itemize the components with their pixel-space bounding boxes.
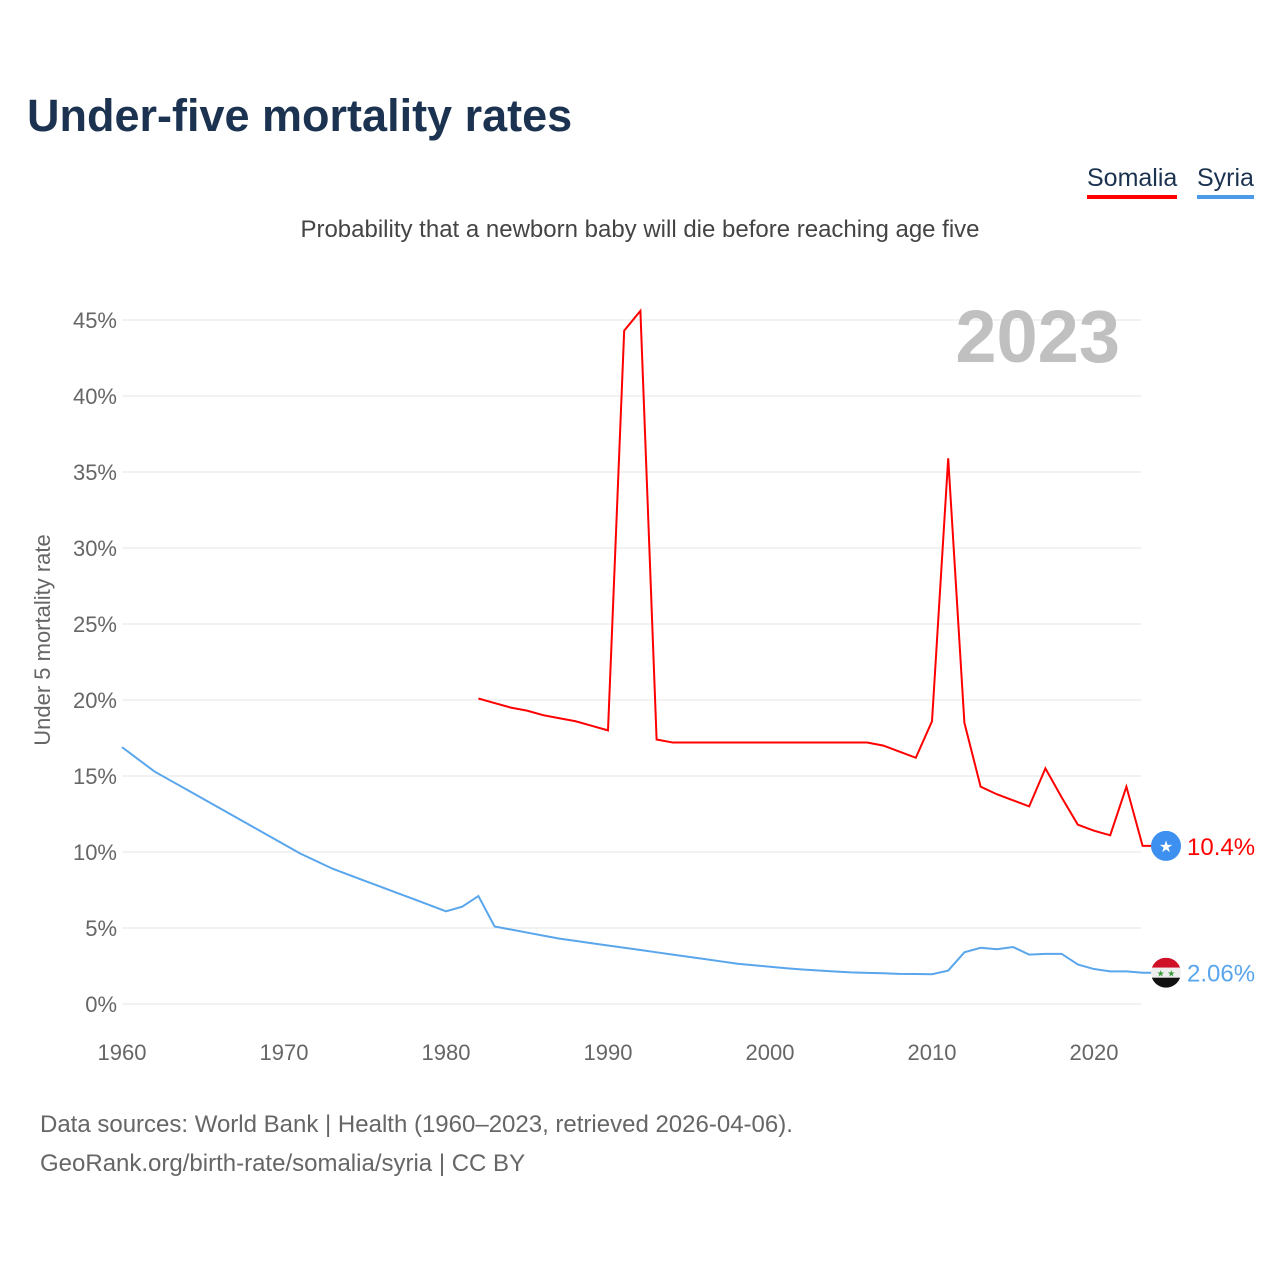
x-tick-label: 2020	[1070, 1040, 1119, 1065]
y-tick-label: 35%	[73, 460, 117, 485]
flag-stripe	[1151, 977, 1181, 988]
source-link[interactable]: GeoRank.org/birth-rate/somalia/syria | C…	[40, 1150, 526, 1177]
x-tick-label: 2000	[746, 1040, 795, 1065]
flag-stripe	[1151, 967, 1181, 978]
series-line-somalia	[478, 308, 1153, 847]
y-tick-label: 20%	[73, 688, 117, 713]
y-tick-label: 15%	[73, 764, 117, 789]
flag-stripe	[1151, 957, 1181, 968]
flag-stars: ★ ★	[1157, 969, 1176, 979]
footer: Data sources: World Bank | Health (1960–…	[40, 1105, 793, 1183]
chart-title: Under-five mortality rates	[27, 90, 573, 141]
y-tick-label: 0%	[85, 992, 117, 1017]
somalia-flag-icon	[1151, 830, 1181, 861]
series-line-syria	[121, 746, 1153, 976]
x-tick-label: 1990	[584, 1040, 633, 1065]
y-tick-label: 30%	[73, 536, 117, 561]
chart-subtitle: Probability that a newborn baby will die…	[300, 216, 980, 243]
year-label: 2023	[955, 295, 1120, 378]
x-tick-label: 1960	[98, 1040, 147, 1065]
y-tick-label: 40%	[73, 384, 117, 409]
y-tick-label: 45%	[73, 308, 117, 333]
y-tick-label: 5%	[85, 916, 117, 941]
legend-syria[interactable]: Syria	[1197, 164, 1254, 199]
y-tick-label: 10%	[73, 840, 117, 865]
end-label-somalia: 10.4%	[1187, 834, 1255, 861]
star-icon: ★	[1159, 839, 1173, 856]
x-tick-label: 1970	[260, 1040, 309, 1065]
x-tick-label: 2010	[908, 1040, 957, 1065]
end-label-syria: 2.06%	[1187, 961, 1255, 988]
x-tick-label: 1980	[422, 1040, 471, 1065]
y-tick-label: 25%	[73, 612, 117, 637]
data-source: Data sources: World Bank | Health (1960–…	[40, 1111, 793, 1138]
legend-somalia[interactable]: Somalia	[1087, 164, 1178, 199]
y-axis-label: Under 5 mortality rate	[30, 534, 55, 746]
